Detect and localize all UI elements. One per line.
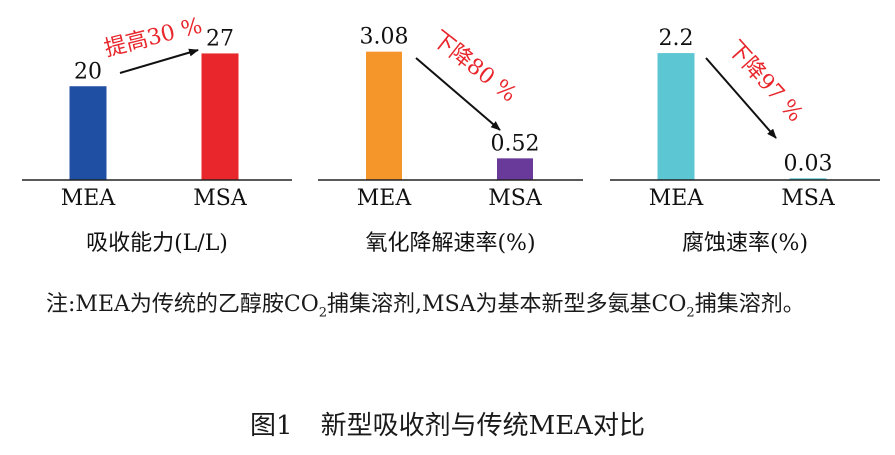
- figure-caption: 图1 新型吸收剂与传统MEA对比: [0, 405, 895, 442]
- change-annotation: 下降97 %: [722, 36, 807, 127]
- data-label: 0.52: [491, 131, 540, 156]
- bar-mea: [366, 51, 402, 180]
- caption-label: 图1: [250, 411, 293, 441]
- change-annotation: 提高30 %: [102, 13, 205, 61]
- data-label: 0.03: [784, 151, 833, 176]
- x-tick-label: MEA: [649, 186, 705, 211]
- x-tick-label: MSA: [781, 186, 836, 211]
- data-label: 2.2: [659, 26, 694, 51]
- trend-arrow: [119, 48, 199, 74]
- x-tick-label: MEA: [357, 186, 413, 211]
- x-tick-label: MEA: [61, 186, 117, 211]
- data-label: 27: [206, 26, 234, 51]
- trend-arrow: [415, 57, 501, 131]
- figure-note: 注:MEA为传统的乙醇胺CO2捕集溶剂,MSA为基本新型多氨基CO2捕集溶剂。: [46, 292, 805, 321]
- axis-label: 氧化降解速率(%): [365, 231, 535, 256]
- bar-msa: [201, 53, 239, 180]
- trend-arrow: [705, 57, 777, 139]
- charts-figure: 20 MEA 27 MSA 吸收能力(L/L) 提高30 % 3.08 MEA 0.52 MSA 氧…: [22, 13, 880, 256]
- bar-msa: [789, 178, 827, 180]
- x-tick-label: MSA: [193, 186, 248, 211]
- data-label: 3.08: [360, 25, 409, 50]
- caption-text: 新型吸收剂与传统MEA对比: [320, 411, 645, 441]
- data-label: 20: [74, 59, 102, 84]
- axis-label: 腐蚀速率(%): [682, 231, 808, 256]
- x-tick-label: MSA: [488, 186, 543, 211]
- bar-msa: [497, 158, 533, 180]
- axis-label: 吸收能力(L/L): [86, 231, 228, 256]
- change-annotation: 下降80 %: [427, 26, 521, 107]
- bar-mea: [69, 86, 107, 180]
- bar-mea: [657, 53, 695, 181]
